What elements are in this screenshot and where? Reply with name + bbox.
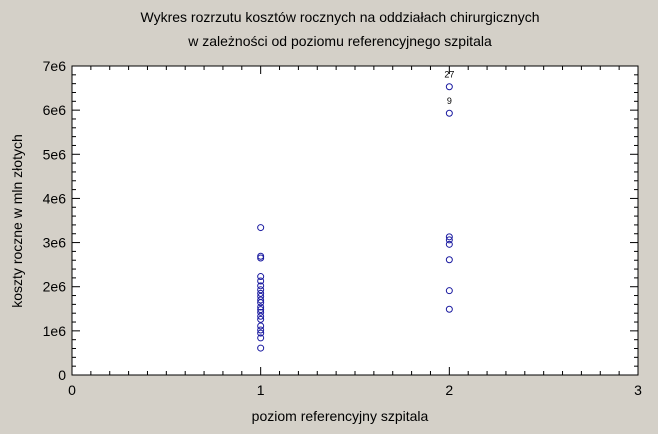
data-points: 27 9: [257, 70, 454, 352]
data-point: [257, 344, 265, 352]
data-point-label: 27: [444, 70, 454, 80]
y-tick-label: 2e6: [43, 279, 67, 295]
data-point: [257, 286, 265, 294]
data-point: [445, 240, 453, 248]
y-tick-label: 5e6: [43, 146, 67, 162]
data-point: [257, 277, 265, 285]
y-tick-label: 3e6: [43, 235, 67, 251]
data-point: [445, 256, 453, 264]
data-point: [257, 289, 265, 297]
x-tick-label: 1: [257, 382, 265, 398]
data-point: [445, 305, 453, 313]
data-point: [257, 224, 265, 232]
y-axis-label: koszty roczne w mln złotych: [9, 134, 25, 308]
x-tick-label: 3: [634, 382, 642, 398]
data-point: [257, 315, 265, 323]
chart-title-line-1: Wykres rozrzutu kosztów rocznych na oddz…: [140, 9, 539, 25]
chart-title-line-2: w zależności od poziomu referencyjnego s…: [187, 33, 492, 49]
data-point: [257, 329, 265, 337]
data-point: [257, 322, 265, 330]
data-point: [445, 83, 453, 91]
x-axis-label: poziom referencyjny szpitala: [252, 408, 429, 424]
x-axis: 0 1 2 3: [68, 66, 642, 398]
y-axis: 0 1e6 2e6 3e6 4e6 5e6 6e6 7e6: [43, 58, 638, 383]
data-point: [257, 282, 265, 290]
data-point: [257, 308, 265, 316]
data-point: [445, 233, 453, 241]
y-tick-label: 6e6: [43, 102, 67, 118]
data-point: [445, 287, 453, 295]
data-point: [257, 299, 265, 307]
y-tick-label: 7e6: [43, 58, 67, 74]
y-tick-label: 0: [58, 367, 66, 383]
data-point: [257, 273, 265, 281]
data-point: [257, 334, 265, 342]
plot-area: [71, 65, 639, 376]
x-tick-label: 2: [445, 382, 453, 398]
data-point: [445, 109, 453, 117]
y-tick-label: 4e6: [43, 190, 67, 206]
data-point: [257, 296, 265, 304]
data-point-label: 9: [447, 96, 452, 106]
data-point: [257, 254, 265, 262]
data-point: [257, 312, 265, 320]
data-point: [257, 303, 265, 311]
data-point: [257, 326, 265, 334]
x-tick-label: 0: [68, 382, 76, 398]
data-point: [257, 306, 265, 314]
y-tick-label: 1e6: [43, 323, 67, 339]
data-point: [445, 236, 453, 244]
